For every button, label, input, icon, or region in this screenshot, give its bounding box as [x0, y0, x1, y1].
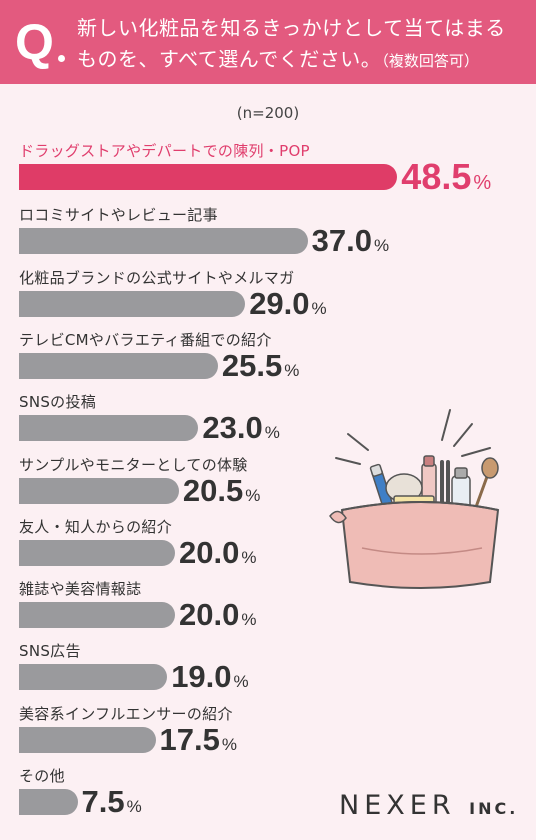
value-number: 19.0 [171, 659, 232, 695]
category-label: ロコミサイトやレビュー記事 [19, 206, 218, 225]
value-label: 20.5% [182, 472, 261, 512]
category-label: 美容系インフルエンサーの紹介 [19, 704, 233, 723]
value-unit: % [241, 610, 257, 630]
value-unit: % [473, 172, 492, 194]
value-label: 17.5% [159, 721, 237, 761]
value-number: 20.0 [179, 534, 240, 570]
question-text-line2: ものを、すべて選んでください。（複数回答可） [77, 45, 529, 75]
question-mark-dot [58, 55, 65, 62]
value-unit: % [373, 236, 390, 256]
question-text-line2-main: ものを、すべて選んでください。 [77, 47, 382, 71]
category-label: テレビCMやバラエティ番組での紹介 [19, 330, 272, 349]
bar [19, 602, 175, 629]
bar [19, 290, 246, 317]
bar [19, 352, 218, 379]
value-label: 7.5% [82, 786, 142, 823]
value-unit: % [311, 298, 327, 318]
value-label: 37.0% [312, 225, 389, 262]
logo-suffix: INC. [469, 799, 519, 818]
value-number: 48.5 [401, 156, 472, 197]
bar [19, 228, 308, 255]
cosmetics-pouch-illustration [329, 409, 500, 589]
bar [19, 664, 168, 691]
value-unit: % [264, 423, 280, 443]
value-label: 20.0% [179, 534, 257, 574]
bar [19, 539, 175, 566]
value-number: 37.0 [311, 223, 372, 259]
value-unit: % [241, 547, 257, 567]
question-text-line1: 新しい化粧品を知るきっかけとして当てはまる [77, 16, 506, 40]
value-unit: % [233, 672, 249, 692]
question-note: （複数回答可） [381, 52, 479, 70]
category-label: 友人・知人からの紹介 [19, 517, 173, 536]
sample-size: (n=200) [236, 104, 300, 122]
value-number: 29.0 [249, 285, 310, 321]
bar [19, 477, 179, 504]
category-label: サンプルやモニターとしての体験 [19, 455, 248, 474]
value-number: 17.5 [159, 721, 220, 757]
value-number: 7.5 [81, 784, 125, 819]
value-label: 19.0% [171, 661, 248, 698]
value-number: 25.5 [221, 347, 283, 383]
value-label: 23.0% [202, 412, 279, 449]
category-label: SNSの投稿 [19, 393, 97, 412]
question-header: Q 新しい化粧品を知るきっかけとして当てはまる ものを、すべて選んでください。（… [0, 0, 536, 84]
category-label: ドラッグストアやデパートでの陳列・POP [19, 142, 310, 160]
bar [19, 164, 398, 190]
value-label: 48.5% [401, 159, 491, 201]
category-label: その他 [19, 767, 65, 785]
value-unit: % [245, 485, 261, 505]
value-number: 20.0 [179, 597, 240, 633]
value-number: 23.0 [202, 410, 263, 446]
category-label: 雑誌や美容情報誌 [19, 580, 142, 599]
question-mark: Q [15, 14, 54, 70]
category-label: 化粧品ブランドの公式サイトやメルマガ [19, 268, 295, 287]
value-label: 20.0% [179, 599, 256, 636]
value-number: 20.5 [182, 472, 244, 508]
category-label: SNS広告 [19, 642, 81, 661]
bar [19, 726, 156, 753]
nexer-logo: NEXER INC. [339, 790, 518, 821]
value-unit: % [221, 734, 237, 754]
value-unit: % [284, 360, 300, 380]
value-label: 25.5% [221, 347, 300, 387]
bar [19, 415, 199, 442]
value-unit: % [126, 797, 142, 816]
logo-name: NEXER [339, 790, 456, 821]
bar [19, 789, 78, 815]
value-label: 29.0% [249, 285, 327, 325]
